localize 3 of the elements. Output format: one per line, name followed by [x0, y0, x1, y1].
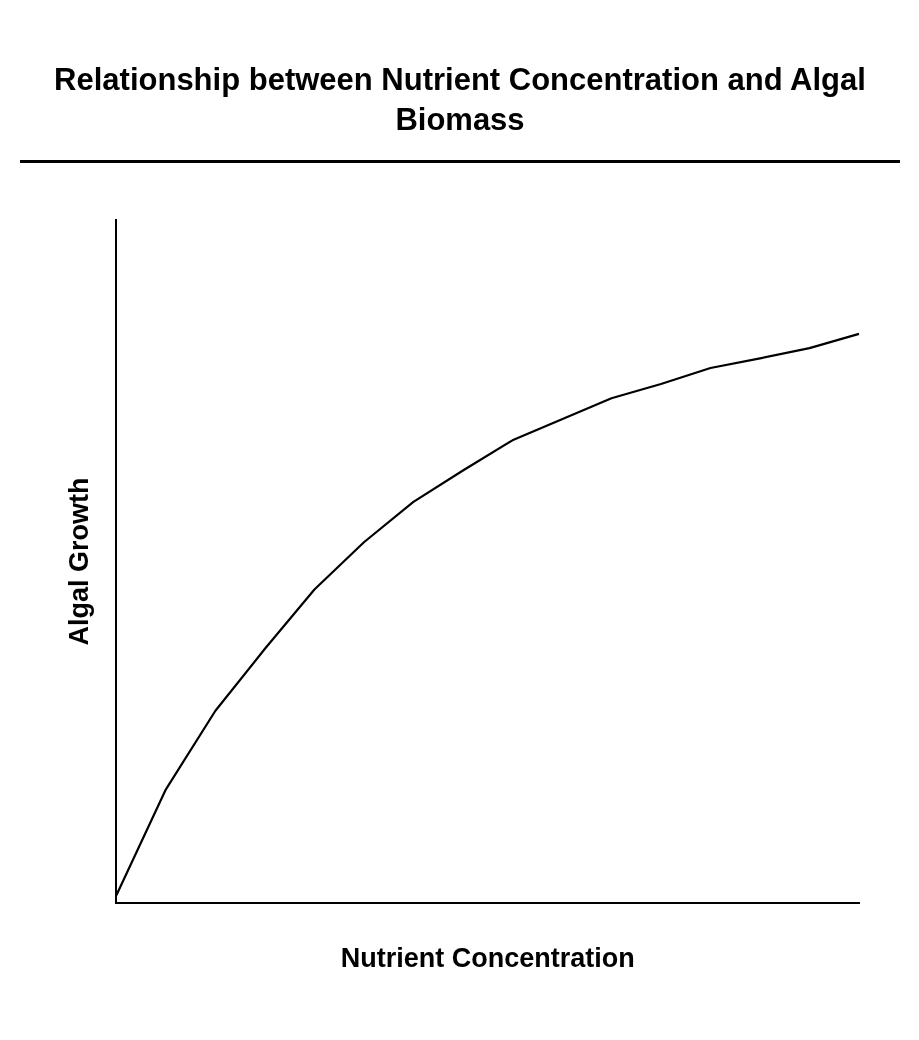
x-axis-title: Nutrient Concentration [340, 943, 635, 974]
chart-title: Relationship between Nutrient Concentration and Algal Biomass [53, 61, 867, 139]
y-axis-title: Algal Growth [63, 477, 94, 646]
